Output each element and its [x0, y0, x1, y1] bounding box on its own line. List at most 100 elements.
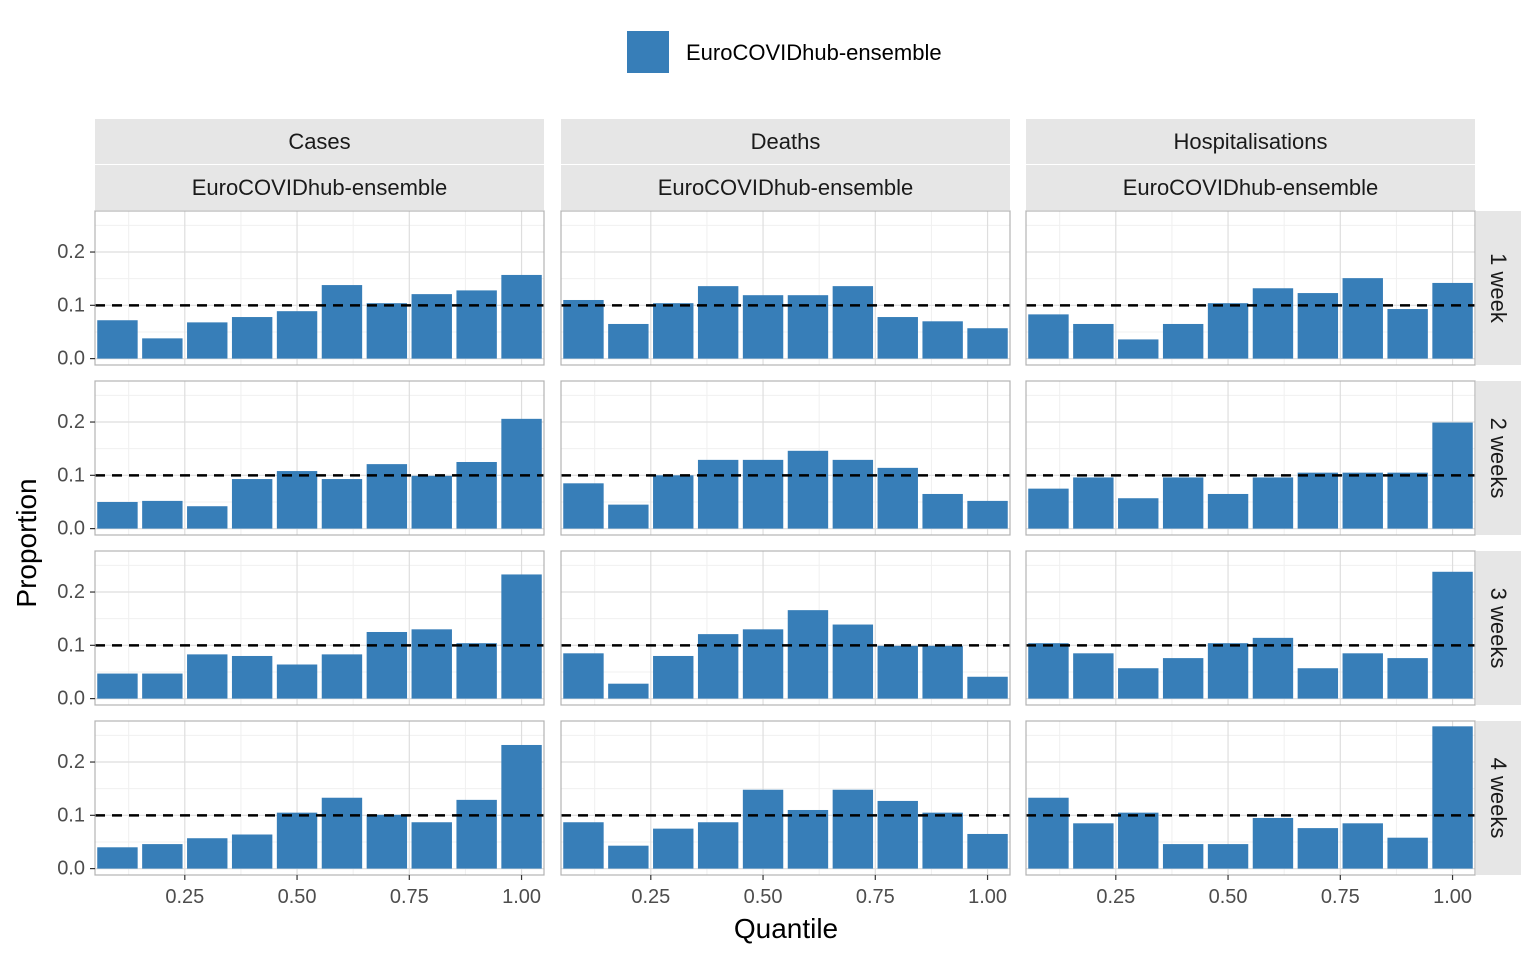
- bar-hospitalisations-3-weeks-bin-9: [1387, 658, 1428, 699]
- bar-cases-1-week-bin-2: [142, 338, 183, 359]
- bar-deaths-3-weeks-bin-8: [877, 645, 918, 699]
- facet-panels: [94, 210, 1476, 876]
- row-strip-4-weeks: 4 weeks: [1486, 758, 1511, 839]
- bar-deaths-1-week-bin-9: [922, 321, 963, 359]
- panel-border: [94, 550, 545, 706]
- bar-hospitalisations-3-weeks-bin-1: [1028, 643, 1069, 699]
- bar-hospitalisations-1-week-bin-1: [1028, 314, 1069, 359]
- x-tick-label: 0.50: [1209, 886, 1248, 908]
- y-tick-label: 0.1: [57, 294, 85, 316]
- panel-cases-3-weeks: [94, 550, 545, 706]
- panel-border: [560, 210, 1011, 366]
- y-tick-label: 0.0: [57, 688, 85, 710]
- strip-target-bg: [1026, 119, 1475, 164]
- bar-hospitalisations-2-weeks-bin-4: [1162, 477, 1204, 529]
- y-tick-label: 0.0: [57, 518, 85, 540]
- bar-cases-1-week-bin-9: [456, 290, 497, 359]
- facet-strips: Cases EuroCOVIDhub-ensemble Deaths EuroCOVI…: [95, 119, 1475, 210]
- bar-hospitalisations-3-weeks-bin-6: [1252, 637, 1294, 699]
- bar-hospitalisations-2-weeks-bin-7: [1297, 472, 1339, 529]
- bar-hospitalisations-2-weeks-bin-9: [1387, 472, 1428, 529]
- panel-cases-4-weeks: [94, 720, 545, 876]
- x-tick-label: 0.25: [631, 886, 670, 908]
- bar-cases-2-weeks-bin-3: [187, 506, 228, 529]
- strip-target-bg: [561, 119, 1010, 164]
- legend-label: EuroCOVIDhub-ensemble: [686, 40, 942, 65]
- x-tick-label: 0.75: [1321, 886, 1360, 908]
- bar-deaths-3-weeks-bin-3: [653, 655, 694, 699]
- bar-hospitalisations-3-weeks-bin-10: [1432, 571, 1473, 699]
- bar-hospitalisations-1-week-bin-9: [1387, 309, 1428, 359]
- bar-deaths-2-weeks-bin-8: [877, 467, 918, 529]
- row-strip-bg: [1476, 721, 1521, 875]
- bar-deaths-4-weeks-bin-10: [967, 833, 1008, 869]
- bar-cases-2-weeks-bin-6: [321, 479, 363, 529]
- row-strip-3-weeks: 3 weeks: [1486, 588, 1511, 669]
- strip-model-label: EuroCOVIDhub-ensemble: [1123, 175, 1379, 200]
- bar-deaths-4-weeks-bin-8: [877, 800, 918, 869]
- bar-cases-4-weeks-bin-8: [411, 822, 452, 869]
- bar-hospitalisations-4-weeks-bin-4: [1162, 844, 1204, 869]
- bar-hospitalisations-1-week-bin-8: [1342, 278, 1383, 359]
- bar-deaths-3-weeks-bin-2: [608, 683, 649, 699]
- panel-border: [94, 720, 545, 876]
- bar-cases-2-weeks-bin-10: [501, 418, 542, 529]
- bar-cases-3-weeks-bin-6: [321, 654, 363, 699]
- bar-deaths-4-weeks-bin-7: [832, 789, 874, 869]
- axes: 0.0 0.1 0.2 0.0 0.1 0.2 0.0 0.1 0.2 0.0 0.1 0.2 0.25…: [57, 241, 1472, 908]
- strip-target-bg: [95, 119, 544, 164]
- bar-hospitalisations-3-weeks-bin-8: [1342, 653, 1383, 699]
- bar-hospitalisations-2-weeks-bin-8: [1342, 472, 1383, 529]
- y-tick-label: 0.0: [57, 858, 85, 880]
- panel-cases-2-weeks: [94, 380, 545, 536]
- x-tick-label: 0.75: [856, 886, 895, 908]
- bar-deaths-2-weeks-bin-9: [922, 493, 963, 529]
- panel-border: [560, 550, 1011, 706]
- y-tick-label: 0.1: [57, 464, 85, 486]
- bar-cases-2-weeks-bin-9: [456, 461, 497, 529]
- x-tick-label: 0.25: [1096, 886, 1135, 908]
- panel-hospitalisations-1-week: [1025, 210, 1476, 366]
- bar-cases-3-weeks-bin-2: [142, 673, 183, 699]
- panel-hospitalisations-3-weeks: [1025, 550, 1476, 706]
- bar-deaths-1-week-bin-7: [832, 286, 874, 359]
- bar-hospitalisations-4-weeks-bin-9: [1387, 837, 1428, 869]
- bar-deaths-2-weeks-bin-2: [608, 504, 649, 529]
- x-tick-label: 0.75: [390, 886, 429, 908]
- bar-cases-4-weeks-bin-3: [187, 838, 228, 869]
- bar-deaths-4-weeks-bin-1: [563, 822, 604, 869]
- panel-hospitalisations-4-weeks: [1025, 720, 1476, 876]
- bar-cases-1-week-bin-4: [231, 317, 273, 359]
- bar-deaths-2-weeks-bin-6: [787, 450, 829, 529]
- bar-hospitalisations-1-week-bin-10: [1432, 282, 1473, 359]
- bar-cases-4-weeks-bin-2: [142, 844, 183, 869]
- panel-border: [1025, 210, 1476, 366]
- panel-border: [1025, 550, 1476, 706]
- bar-deaths-3-weeks-bin-7: [832, 624, 874, 699]
- bar-cases-4-weeks-bin-4: [231, 834, 273, 869]
- bar-deaths-3-weeks-bin-5: [742, 629, 784, 699]
- bar-deaths-3-weeks-bin-1: [563, 653, 604, 699]
- bar-deaths-4-weeks-bin-2: [608, 845, 649, 869]
- bar-hospitalisations-1-week-bin-6: [1252, 288, 1294, 359]
- bar-cases-1-week-bin-6: [321, 285, 363, 359]
- strip-target-deaths: Deaths: [751, 129, 821, 154]
- bar-hospitalisations-4-weeks-bin-8: [1342, 823, 1383, 869]
- bar-hospitalisations-3-weeks-bin-4: [1162, 658, 1204, 699]
- strip-model-bg: [1026, 165, 1475, 210]
- bar-hospitalisations-3-weeks-bin-2: [1073, 653, 1114, 699]
- y-tick-label: 0.2: [57, 241, 85, 263]
- bar-hospitalisations-2-weeks-bin-3: [1118, 498, 1159, 529]
- y-tick-label: 0.2: [57, 411, 85, 433]
- bar-hospitalisations-1-week-bin-4: [1162, 323, 1204, 359]
- y-tick-label: 0.2: [57, 581, 85, 603]
- panel-border: [94, 380, 545, 536]
- bar-cases-1-week-bin-7: [366, 303, 408, 359]
- bar-cases-2-weeks-bin-8: [411, 475, 452, 529]
- row-strip-2-weeks: 2 weeks: [1486, 418, 1511, 499]
- bar-cases-1-week-bin-10: [501, 274, 542, 359]
- bar-hospitalisations-4-weeks-bin-6: [1252, 817, 1294, 869]
- legend: EuroCOVIDhub-ensemble: [627, 31, 942, 73]
- bar-deaths-3-weeks-bin-10: [967, 676, 1008, 699]
